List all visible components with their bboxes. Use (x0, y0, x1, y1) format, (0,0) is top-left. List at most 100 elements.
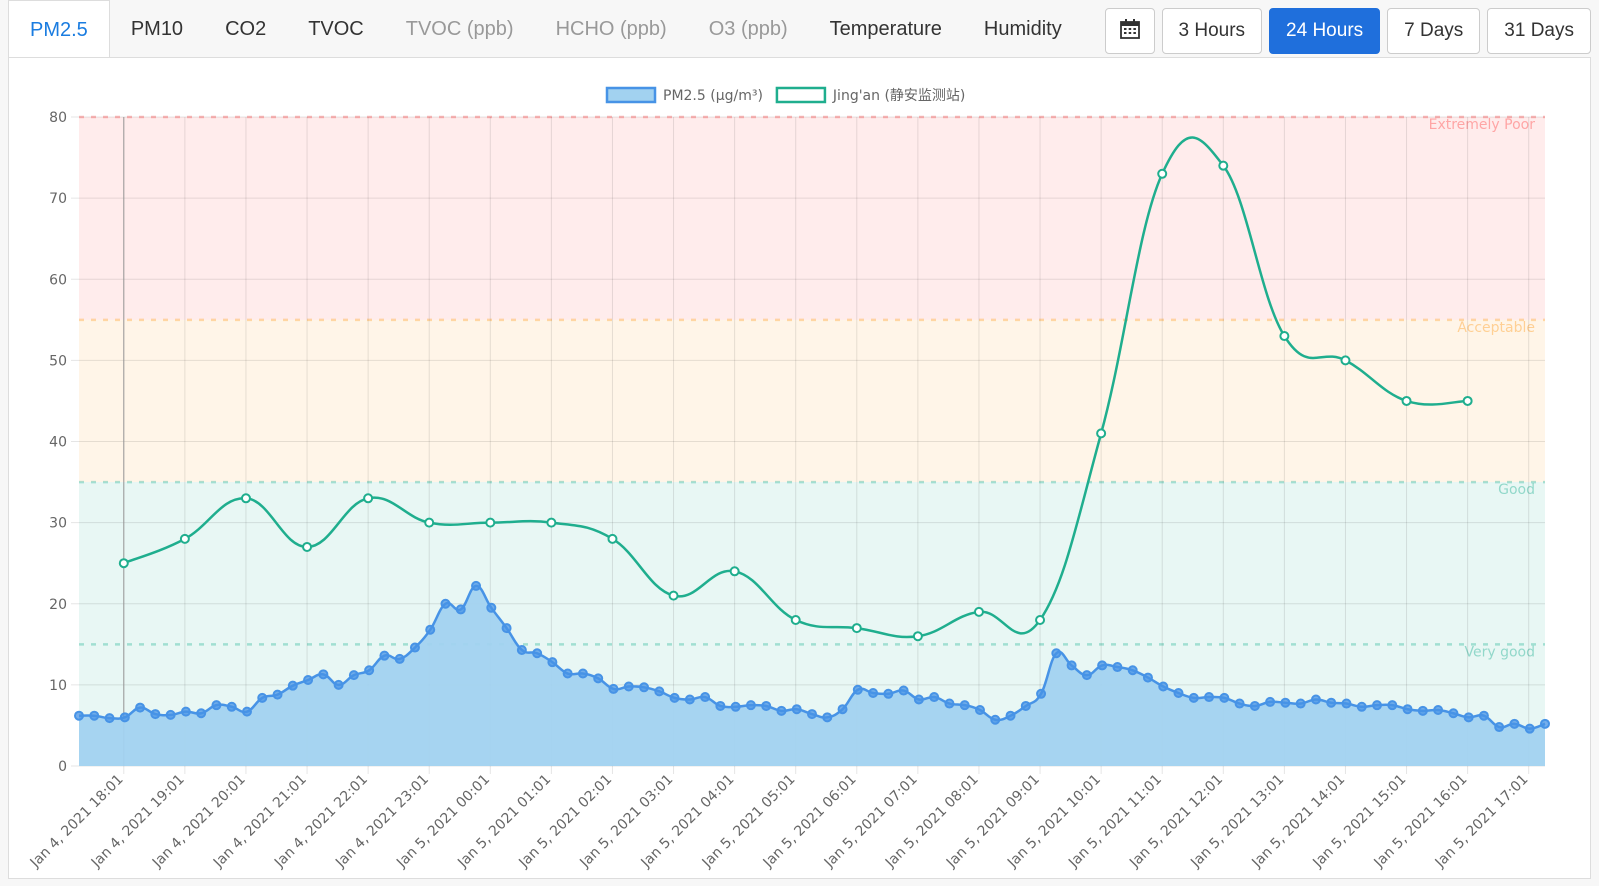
point (486, 602, 497, 613)
point (1265, 696, 1276, 707)
point (1036, 688, 1047, 699)
point (852, 684, 863, 695)
point (118, 558, 129, 569)
point (364, 665, 375, 676)
point (1340, 355, 1351, 366)
point (179, 533, 190, 544)
point (1509, 718, 1520, 729)
point (363, 493, 374, 504)
point (1005, 710, 1016, 721)
point (974, 705, 985, 716)
point (241, 706, 252, 717)
point (1433, 705, 1444, 716)
point (639, 682, 650, 693)
point (1051, 648, 1062, 659)
point (837, 704, 848, 715)
point (1478, 710, 1489, 721)
point (607, 533, 618, 544)
point (883, 688, 894, 699)
point (654, 686, 665, 697)
point (104, 713, 115, 724)
point (226, 701, 237, 712)
point (516, 644, 527, 655)
range-button[interactable]: 24 Hours (1269, 8, 1381, 54)
point (150, 709, 161, 720)
point (1204, 692, 1215, 703)
point (807, 709, 817, 720)
point (1279, 331, 1290, 342)
point (409, 642, 420, 653)
tab[interactable]: Temperature (829, 18, 942, 40)
point (851, 623, 862, 634)
point (485, 517, 496, 528)
point (684, 694, 695, 705)
point (929, 692, 940, 703)
point (1081, 670, 1092, 681)
point (89, 710, 100, 721)
tab[interactable]: CO2 (225, 18, 267, 40)
range-button[interactable]: 3 Hours (1161, 8, 1263, 54)
y-tick-label: 20 (49, 597, 67, 613)
point (1142, 672, 1153, 683)
point (302, 541, 313, 552)
point (944, 698, 955, 709)
band-label: Extremely Poor (1429, 117, 1536, 133)
point (791, 704, 802, 715)
toolbar: PM2.5 PM10 CO2 TVOC TVOC (ppb) HCHO (ppb) O3 (… (0, 0, 1599, 58)
y-tick-label: 40 (49, 435, 67, 451)
point (1310, 694, 1321, 705)
chart: Extremely Poor Acceptable Good Very good 0 10… (27, 86, 1550, 871)
point (1218, 160, 1229, 171)
point (1158, 681, 1169, 692)
band (79, 319, 1545, 483)
point (1234, 698, 1245, 709)
y-tick-label: 0 (58, 759, 67, 775)
range-button[interactable]: 31 Days (1487, 8, 1591, 54)
point (532, 648, 543, 659)
tab[interactable]: PM2.5 (8, 0, 110, 58)
point (776, 705, 787, 716)
point (1417, 705, 1428, 716)
point (501, 623, 512, 634)
point (318, 669, 329, 680)
point (1112, 662, 1123, 673)
point (761, 700, 772, 711)
point (715, 700, 726, 711)
point (348, 670, 359, 681)
point (257, 692, 268, 703)
point (440, 598, 451, 609)
tab[interactable]: Humidity (983, 18, 1062, 40)
point (1249, 700, 1260, 711)
point (1356, 701, 1367, 712)
band (79, 117, 1545, 320)
point (730, 701, 741, 712)
point (546, 517, 557, 528)
y-tick-label: 30 (49, 516, 67, 532)
point (1020, 700, 1031, 711)
point (272, 689, 283, 700)
point (74, 710, 84, 721)
tab[interactable]: TVOC (308, 18, 364, 40)
point (211, 700, 222, 711)
range-button[interactable]: 7 Days (1387, 8, 1481, 54)
point (1401, 395, 1412, 406)
y-tick-label: 60 (49, 272, 67, 288)
point (425, 624, 436, 635)
y-tick-label: 10 (49, 678, 67, 694)
point (1462, 395, 1473, 406)
point (593, 673, 604, 684)
point (608, 683, 619, 694)
tab[interactable]: PM10 (130, 18, 184, 40)
range-buttons: 3 Hours 24 Hours 7 Days 31 Days (1104, 8, 1591, 54)
point (1402, 704, 1413, 715)
point (1540, 718, 1550, 729)
point (623, 681, 634, 692)
tab: O3 (ppb) (708, 18, 788, 40)
point (912, 631, 923, 642)
point (868, 687, 879, 698)
tab: HCHO (ppb) (555, 18, 667, 40)
point (1387, 700, 1398, 711)
calendar-button[interactable] (1104, 8, 1155, 54)
point (1097, 660, 1108, 671)
